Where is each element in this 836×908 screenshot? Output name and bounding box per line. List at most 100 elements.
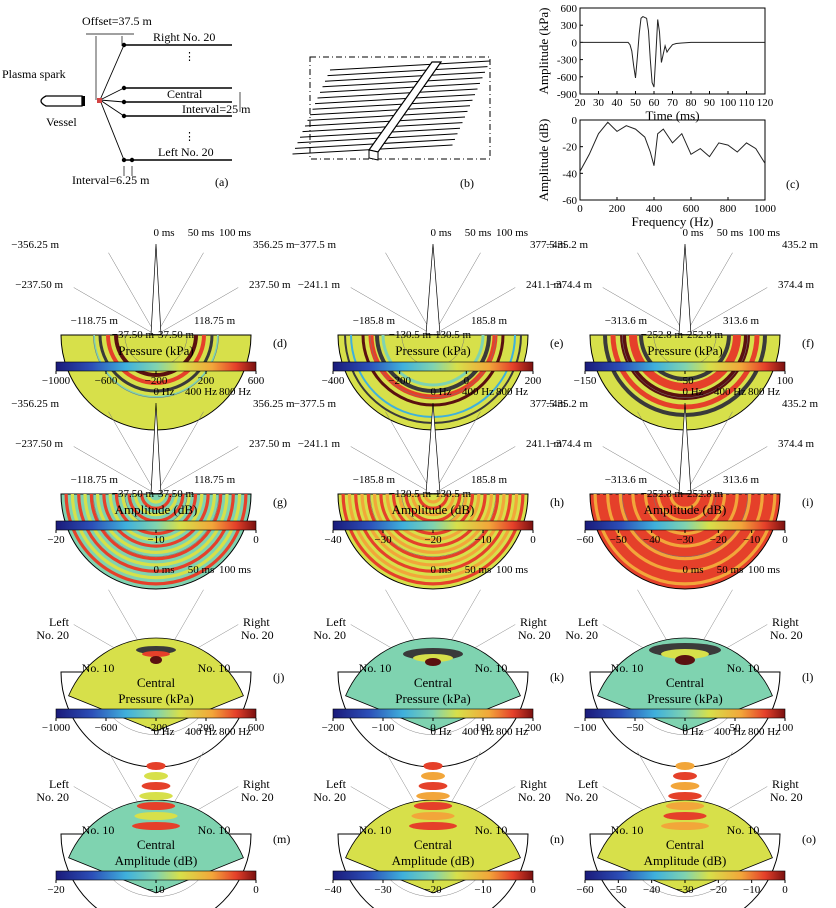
data-mark xyxy=(663,812,707,820)
colorbar-tick-label: −100 xyxy=(574,722,597,734)
left-no20-label: No. 20 xyxy=(313,790,346,804)
data-band xyxy=(625,493,745,554)
colorbar xyxy=(332,361,534,372)
left-no20-label: Left No. 20 xyxy=(158,145,214,159)
data-band xyxy=(669,493,701,510)
colorbar-tick-label: −40 xyxy=(643,534,661,546)
data-band xyxy=(133,493,179,517)
grid-spoke xyxy=(684,411,733,495)
offset-label-inner-left: −118.75 m xyxy=(71,315,119,327)
x-tick-label: 100 xyxy=(720,97,737,109)
data-mark xyxy=(142,651,170,657)
grid-spoke xyxy=(73,446,157,495)
data-sector xyxy=(597,799,773,894)
left-label: Left xyxy=(326,615,347,629)
offset-label-inner-left: −185.8 m xyxy=(353,315,396,327)
colorbar-tick-label: −100 xyxy=(372,722,395,734)
axis-tick-label: 0 Hz xyxy=(682,386,703,398)
offset-label-core-left: −37.50 m xyxy=(112,488,155,500)
right-label: Right xyxy=(520,615,547,629)
x-axis-label: Frequency (Hz) xyxy=(632,214,714,229)
axis-tick-label: 400 Hz xyxy=(185,386,217,398)
left-label: Left xyxy=(49,615,70,629)
colorbar xyxy=(584,361,786,372)
colorbar-tick-label: 0 xyxy=(253,534,259,546)
colorbar-tick-label: −20 xyxy=(47,534,65,546)
colorbar-tick-label: −10 xyxy=(147,884,165,896)
offset-label-inner-left: −118.75 m xyxy=(71,474,119,486)
offset-label-mid-left: −241.1 m xyxy=(298,438,341,450)
axis-tick-label: 100 ms xyxy=(219,227,251,239)
grid-spoke xyxy=(155,446,239,495)
grid-spoke xyxy=(155,252,204,336)
colorbar-tick-label: −1000 xyxy=(42,722,71,734)
panel-label: (d) xyxy=(273,336,287,350)
pipe-structure xyxy=(367,61,443,153)
axis-tick-label: 0 Hz xyxy=(682,726,703,738)
data-band xyxy=(599,493,771,580)
axis-tick-label: 0 ms xyxy=(682,227,703,239)
data-band xyxy=(114,334,198,377)
central-label: Central xyxy=(666,675,705,690)
offset-label-outer-right: 377.5 m xyxy=(530,398,567,410)
data-band xyxy=(98,334,214,393)
offset-label-outer-left: −435.2 m xyxy=(546,398,589,410)
offset-label-outer-right: 435.2 m xyxy=(782,239,819,251)
panel-label: (o) xyxy=(802,832,816,846)
panel-b-3d-streamer-sketch: (b) xyxy=(292,56,491,190)
colorbar-title: Amplitude (dB) xyxy=(392,502,475,517)
right-label: Right xyxy=(520,777,547,791)
data-band xyxy=(375,334,491,393)
colorbar-title: Amplitude (dB) xyxy=(115,853,198,868)
x-tick-label: 90 xyxy=(704,97,716,109)
fan-plot-f: 0 ms 50 ms 100 ms −435.2 m 435.2 m −374.4 m 37… xyxy=(546,227,819,431)
grid-spoke xyxy=(385,411,434,495)
grid-spoke xyxy=(432,446,516,495)
axis-tick-label: 50 ms xyxy=(465,227,492,239)
data-band xyxy=(423,493,443,504)
data-mark xyxy=(146,762,166,770)
data-mark xyxy=(418,782,448,790)
x-tick-label: 50 xyxy=(630,97,642,109)
offset-label-inner-right: 185.8 m xyxy=(471,315,508,327)
offset-label-outer-right: 377.5 m xyxy=(530,239,567,251)
axis-tick-label: 100 ms xyxy=(748,227,780,239)
panel-label: (f) xyxy=(802,336,814,350)
panel-label: (g) xyxy=(273,495,287,509)
left-no10-label: No. 10 xyxy=(82,823,115,837)
offset-label-inner-right: 118.75 m xyxy=(194,474,236,486)
vessel-label: Vessel xyxy=(46,115,77,129)
central-gap-wedge xyxy=(425,243,441,335)
colorbar-tick-label: −40 xyxy=(643,884,661,896)
right-label: Right xyxy=(243,777,270,791)
left-no10-label: No. 10 xyxy=(359,823,392,837)
colorbar-tick-label: −30 xyxy=(374,884,392,896)
data-band xyxy=(385,493,481,542)
panel-label: (i) xyxy=(802,495,813,509)
ellipsis-top: ⋮ xyxy=(184,51,195,63)
central-gap-wedge xyxy=(425,402,441,494)
pressure-fans-row: 0 ms 50 ms 100 ms −356.25 m 356.25 m −237.50 … xyxy=(11,227,819,431)
data-sector xyxy=(345,637,521,732)
offset-label-core-right: 252.8 m xyxy=(687,488,724,500)
central-label: Central xyxy=(414,675,453,690)
colorbar-title: Amplitude (dB) xyxy=(644,853,727,868)
x-axis-label: Time (ms) xyxy=(645,108,699,123)
offset-label-mid-right: 237.50 m xyxy=(249,279,291,291)
y-tick-label: 300 xyxy=(561,20,578,32)
colorbar-title: Pressure (kPa) xyxy=(118,691,193,706)
axis-tick-label: 0 ms xyxy=(430,227,451,239)
data-band xyxy=(662,493,708,517)
offset-label-inner-right: 313.6 m xyxy=(723,315,760,327)
central-label: Central xyxy=(137,837,176,852)
axis-tick-label: 50 ms xyxy=(465,564,492,576)
x-tick-label: 200 xyxy=(609,203,626,215)
left-no10-label: No. 10 xyxy=(611,823,644,837)
streamer-line xyxy=(319,82,481,93)
data-band xyxy=(410,493,456,517)
right-label: Right xyxy=(243,615,270,629)
colorbar-tick-label: 0 xyxy=(530,884,536,896)
axis-tick-label: 100 ms xyxy=(496,564,528,576)
